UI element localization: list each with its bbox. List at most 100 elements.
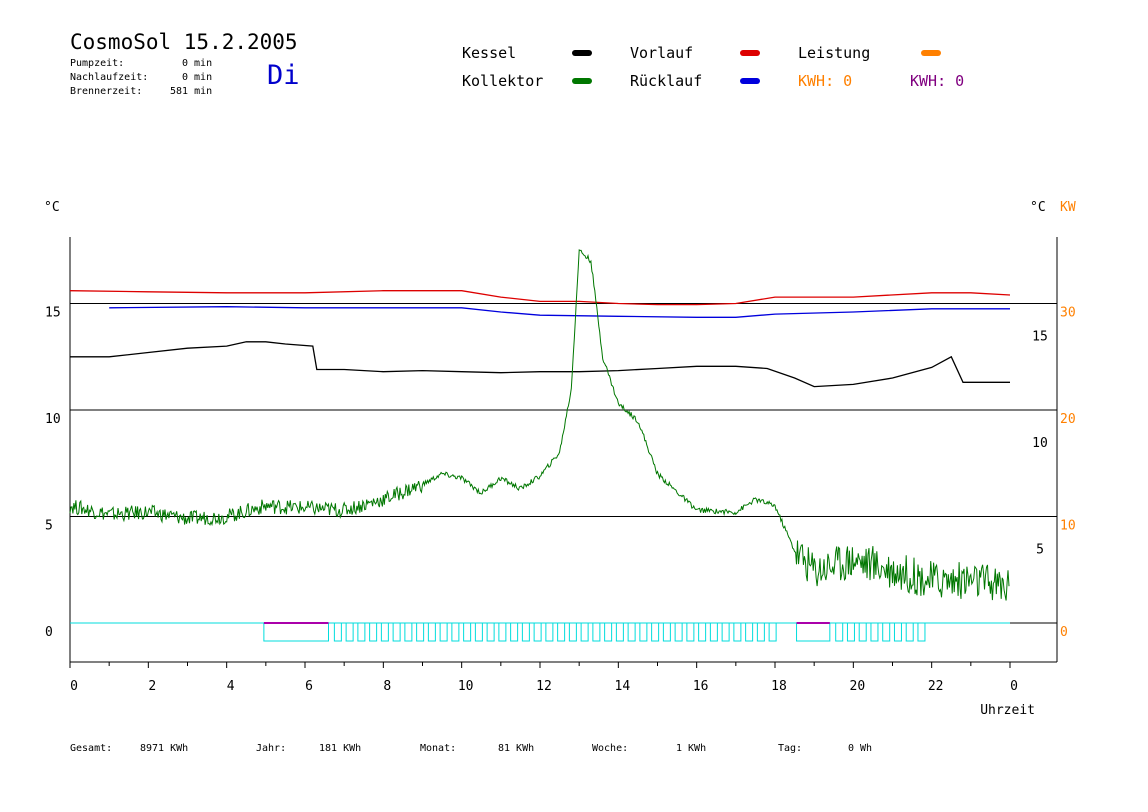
- y-tick-right-15: 15: [1032, 329, 1048, 344]
- pump-pulse: [486, 622, 495, 642]
- legend-kollektor-swatch: [572, 78, 592, 84]
- pump-pulse: [427, 622, 436, 642]
- footer-woche-label: Woche:: [592, 743, 629, 754]
- pump-pulse: [416, 622, 425, 642]
- pump-pulse: [392, 622, 401, 642]
- x-tick-label: 4: [227, 679, 235, 694]
- weekday-label: Di: [267, 60, 300, 91]
- legend-leistung-swatch: [921, 50, 941, 56]
- pump-pulse: [439, 622, 448, 642]
- pump-pulse: [846, 622, 855, 642]
- legend-kwh-orange: KWH: 0: [798, 72, 853, 90]
- footer-gesamt-label: Gesamt:: [70, 743, 113, 754]
- x-tick-label: 8: [383, 679, 391, 694]
- x-tick-label: 12: [536, 679, 552, 694]
- pump-pulse: [533, 622, 542, 642]
- pump-pulse: [745, 622, 754, 642]
- brennerzeit-label: Brennerzeit:: [70, 86, 143, 97]
- pump-pulse: [404, 622, 413, 642]
- pump-pulse: [686, 622, 695, 642]
- footer-tag-label: Tag:: [778, 743, 803, 754]
- pump-pulse: [698, 622, 707, 642]
- footer-jahr-value: 181 KWh: [319, 743, 362, 754]
- pump-segment: [796, 622, 831, 642]
- pump-pulse: [580, 622, 589, 642]
- legend-kessel-label: Kessel: [462, 44, 517, 62]
- series-line-ruecklauf: [109, 306, 1010, 318]
- pump-pulse: [615, 622, 624, 642]
- pump-pulse: [474, 622, 483, 642]
- legend-vorlauf-label: Vorlauf: [630, 44, 694, 62]
- x-tick-label: 22: [928, 679, 944, 694]
- pump-pulse: [917, 622, 926, 642]
- pump-pulse: [709, 622, 718, 642]
- footer-jahr-label: Jahr:: [256, 743, 287, 754]
- chart-title: CosmoSol 15.2.2005: [70, 30, 298, 54]
- pump-pulse: [870, 622, 879, 642]
- y-tick-kw-10: 10: [1060, 519, 1076, 534]
- legend-kollektor-label: Kollektor: [462, 72, 544, 90]
- x-tick-label: 10: [458, 679, 474, 694]
- x-tick-label: 14: [615, 679, 631, 694]
- x-tick-label: 16: [693, 679, 709, 694]
- x-tick-label: 18: [771, 679, 787, 694]
- pump-segment: [263, 622, 329, 642]
- pump-pulse: [357, 622, 366, 642]
- pump-pulse: [369, 622, 378, 642]
- x-tick-label: 20: [850, 679, 866, 694]
- y-axis-unit-right: °C: [1030, 200, 1046, 215]
- legend-leistung-label: Leistung: [798, 44, 871, 62]
- pump-pulse: [662, 622, 671, 642]
- legend-vorlauf-swatch: [740, 50, 760, 56]
- y-tick-left-5: 5: [45, 519, 53, 534]
- pump-pulse: [651, 622, 660, 642]
- pump-pulse: [451, 622, 460, 642]
- pump-pulse: [333, 622, 342, 642]
- pump-pulse: [893, 622, 902, 642]
- pump-pulse: [639, 622, 648, 642]
- legend-kwh-purple: KWH: 0: [910, 72, 965, 90]
- x-tick-label: 2: [148, 679, 156, 694]
- pump-pulse: [858, 622, 867, 642]
- y-axis-unit-kw: KW: [1060, 200, 1076, 215]
- nachlaufzeit-value: 0 min: [182, 72, 213, 83]
- nachlaufzeit-label: Nachlaufzeit:: [70, 72, 149, 83]
- y-tick-left-10: 10: [45, 412, 61, 427]
- pump-pulse: [545, 622, 554, 642]
- pump-pulse: [592, 622, 601, 642]
- pump-pulse: [905, 622, 914, 642]
- pump-pulse: [756, 622, 765, 642]
- pump-pulse: [768, 622, 777, 642]
- x-tick-label: 0: [70, 679, 78, 694]
- pump-pulse: [463, 622, 472, 642]
- y-axis-unit-left: °C: [44, 200, 60, 215]
- legend-ruecklauf-label: Rücklauf: [630, 72, 703, 90]
- pump-pulse: [510, 622, 519, 642]
- x-tick-label: 0: [1010, 679, 1018, 694]
- x-axis-label: Uhrzeit: [980, 703, 1035, 718]
- pump-pulse: [557, 622, 566, 642]
- y-tick-right-10: 10: [1032, 436, 1048, 451]
- y-tick-left-15: 15: [45, 306, 61, 321]
- pump-pulse: [882, 622, 891, 642]
- footer-monat-label: Monat:: [420, 743, 457, 754]
- pump-pulse: [604, 622, 613, 642]
- legend-ruecklauf-swatch: [740, 78, 760, 84]
- pump-pulse: [568, 622, 577, 642]
- pump-pulse: [498, 622, 507, 642]
- pumpzeit-value: 0 min: [182, 58, 213, 69]
- series-line-vorlauf: [69, 290, 1011, 306]
- y-tick-right-5: 5: [1036, 542, 1044, 557]
- y-tick-left-0: 0: [45, 625, 53, 640]
- y-tick-kw-20: 20: [1060, 412, 1076, 427]
- pump-pulse: [674, 622, 683, 642]
- brennerzeit-value: 581 min: [170, 86, 213, 97]
- pump-pulse: [835, 622, 844, 642]
- footer-woche-value: 1 KWh: [676, 743, 707, 754]
- series-line-kollektor: [69, 249, 1010, 601]
- footer-monat-value: 81 KWh: [498, 743, 535, 754]
- footer-gesamt-value: 8971 KWh: [140, 743, 189, 754]
- pump-pulse: [627, 622, 636, 642]
- y-tick-kw-30: 30: [1060, 306, 1076, 321]
